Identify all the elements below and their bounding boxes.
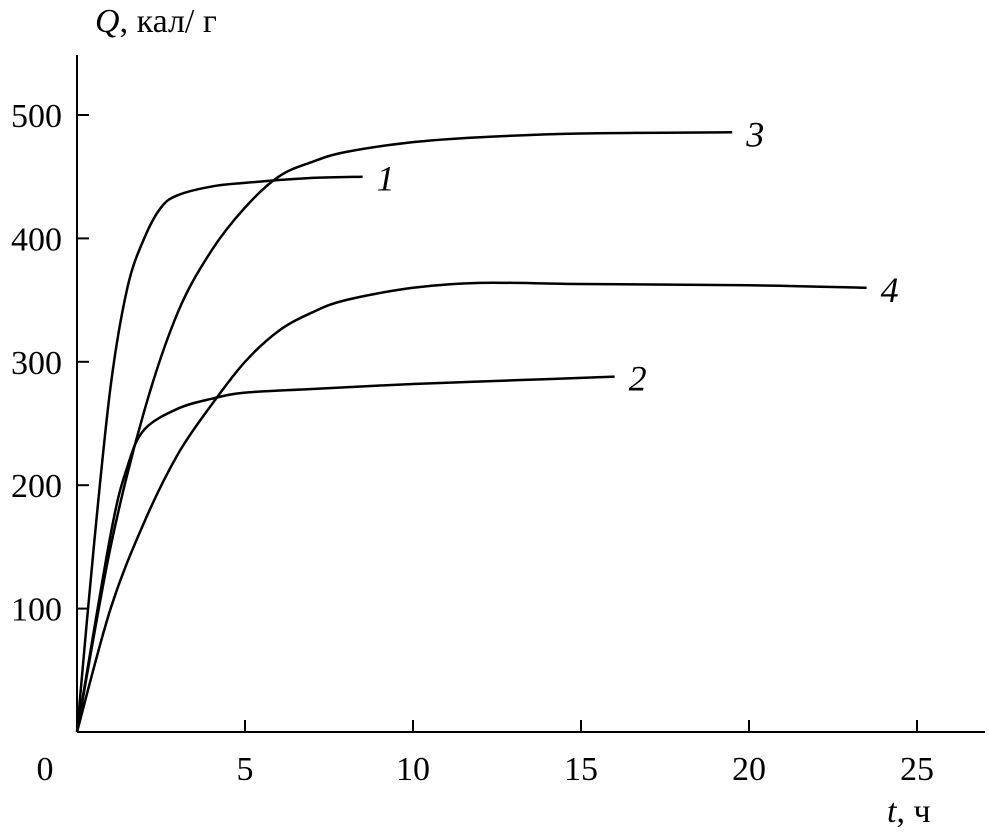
series-label-2: 2 [629,359,647,399]
y-tick-label: 400 [11,221,62,258]
curve-4 [75,281,867,733]
x-tick-label: 10 [396,751,430,788]
x-tick-label: 25 [900,751,934,788]
series-label-1: 1 [377,159,395,199]
y-axis-label: Q, кал/ г [95,3,217,40]
series-labels: 1 2 3 4 [377,114,899,398]
curve-1 [75,175,363,733]
series-label-3: 3 [745,114,764,154]
x-tick-label: 0 [37,751,54,788]
axes: 0 5 10 15 20 25 100 200 300 400 500 [11,55,985,788]
x-tick-label: 15 [564,751,598,788]
series-label-4: 4 [881,270,899,310]
y-tick-label: 300 [11,345,62,382]
curves [75,131,867,733]
x-tick-label: 5 [237,751,254,788]
y-tick-label: 200 [11,468,62,505]
curve-2 [75,375,615,733]
curve-3 [75,131,733,733]
x-tick-label: 20 [732,751,766,788]
y-tick-label: 500 [11,98,62,135]
y-tick-label: 100 [11,592,62,629]
x-axis-label: t, ч [887,793,931,830]
